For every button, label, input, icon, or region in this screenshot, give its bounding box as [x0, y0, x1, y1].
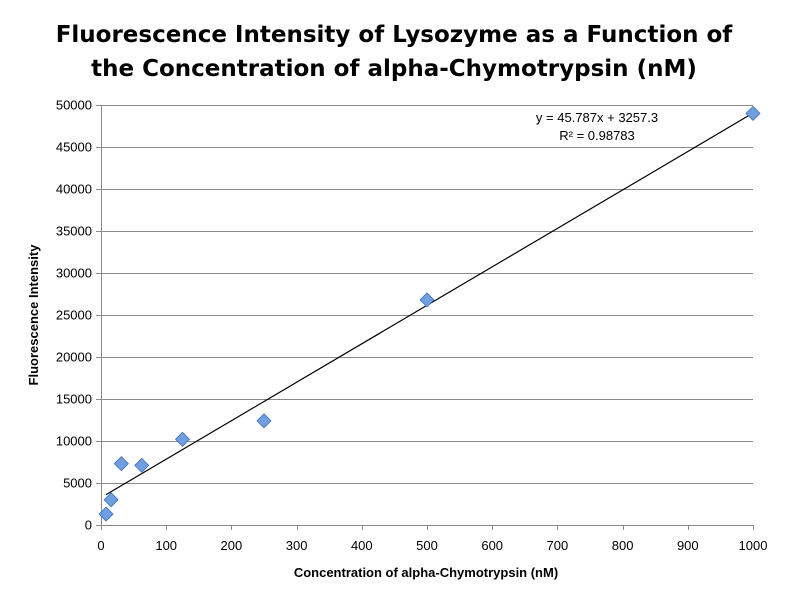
y-tick-label-9: 45000: [56, 140, 92, 155]
y-tick-label-8: 40000: [56, 182, 92, 197]
x-axis-label: Concentration of alpha-Chymotrypsin (nM): [294, 565, 558, 580]
trendline-r-squared: R² = 0.98783: [559, 128, 635, 143]
x-tick-label-9: 900: [677, 538, 699, 553]
y-axis-label: Fluorescence Intensity: [26, 244, 41, 386]
chart-title-line-2: the Concentration of alpha-Chymotrypsin …: [91, 56, 697, 82]
grid-lines: [101, 105, 753, 484]
data-points: [98, 105, 761, 522]
x-tick-label-8: 800: [612, 538, 634, 553]
x-tick-label-10: 1000: [739, 538, 768, 553]
y-tick-labels: 0 5000 10000 15000 20000 25000 30000 35000 40000…: [56, 98, 92, 533]
y-tick-label-0: 0: [85, 518, 92, 533]
y-tick-label-5: 25000: [56, 308, 92, 323]
x-tick-label-6: 600: [481, 538, 503, 553]
y-tick-label-6: 30000: [56, 266, 92, 281]
x-tick-label-0: 0: [97, 538, 104, 553]
axes: [96, 105, 754, 530]
x-tick-label-7: 700: [547, 538, 569, 553]
x-tick-labels: 0 100 200 300 400 500 600 700 800 900 1000: [97, 538, 767, 553]
trendline-equation: y = 45.787x + 3257.3: [536, 110, 658, 125]
x-tick-label-1: 100: [155, 538, 177, 553]
data-point-0: [98, 506, 114, 522]
data-point-6: [419, 292, 435, 308]
chart-title: Fluorescence Intensity of Lysozyme as a …: [0, 18, 788, 86]
x-tick-label-3: 300: [286, 538, 308, 553]
y-tick-label-2: 10000: [56, 434, 92, 449]
x-tick-label-2: 200: [221, 538, 243, 553]
x-tick-label-4: 400: [351, 538, 373, 553]
chart-title-line-1: Fluorescence Intensity of Lysozyme as a …: [55, 22, 733, 48]
x-tick-label-5: 500: [416, 538, 438, 553]
y-tick-label-3: 15000: [56, 392, 92, 407]
data-point-3: [134, 457, 150, 473]
data-point-5: [256, 413, 272, 429]
data-point-2: [113, 456, 129, 472]
y-tick-label-7: 35000: [56, 224, 92, 239]
data-point-7: [745, 105, 761, 121]
y-tick-label-4: 20000: [56, 350, 92, 365]
y-tick-label-10: 50000: [56, 98, 92, 113]
data-point-1: [103, 492, 119, 508]
y-tick-label-1: 5000: [63, 476, 92, 491]
data-point-4: [174, 431, 191, 447]
